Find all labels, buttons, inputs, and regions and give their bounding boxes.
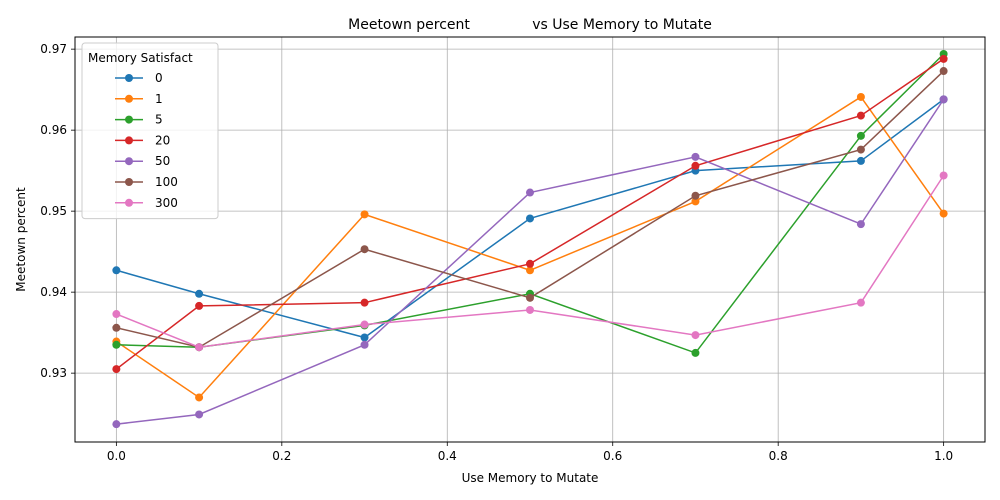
data-point — [360, 245, 369, 254]
x-tick-label: 0.6 — [603, 449, 622, 463]
data-point — [112, 365, 121, 374]
data-point — [195, 410, 204, 419]
data-point — [856, 145, 865, 154]
data-point — [856, 131, 865, 140]
data-point — [526, 266, 534, 275]
data-point — [195, 393, 204, 402]
data-point — [526, 305, 534, 314]
data-point — [360, 320, 369, 329]
x-tick-label: 1.0 — [934, 449, 953, 463]
data-point — [360, 340, 369, 349]
y-tick-label: 0.94 — [40, 285, 67, 299]
legend-entry: 20 — [115, 133, 170, 147]
x-tick-label: 0.8 — [769, 449, 788, 463]
series-line — [115, 95, 945, 399]
x-tick-label: 0.0 — [107, 449, 126, 463]
legend-label: 1 — [155, 92, 163, 106]
legend-marker — [125, 178, 133, 186]
legend-entry: 50 — [115, 154, 170, 168]
data-point — [939, 67, 948, 76]
y-tick-label: 0.95 — [40, 204, 67, 218]
data-point — [195, 343, 204, 352]
data-point — [526, 214, 534, 223]
series-50 — [112, 95, 948, 429]
data-point — [112, 310, 121, 319]
data-point — [360, 298, 369, 307]
legend-entry: 0 — [115, 71, 163, 85]
data-point — [939, 171, 948, 180]
legend-marker — [125, 136, 133, 145]
data-point — [691, 331, 700, 340]
y-tick-label: 0.96 — [40, 123, 67, 137]
series-1 — [112, 92, 948, 402]
legend-marker — [125, 94, 133, 103]
data-point — [360, 333, 369, 342]
data-point — [112, 266, 121, 275]
data-point — [939, 209, 948, 218]
y-tick-label: 0.93 — [40, 366, 67, 380]
data-point — [112, 340, 121, 349]
data-point — [691, 161, 700, 170]
legend-label: 0 — [155, 71, 163, 85]
axis-ticks: 0.0 0.2 0.4 0.6 0.8 1.0 0.93 0.94 0.95 0.96 0.97 — [40, 42, 953, 463]
data-point — [856, 220, 865, 229]
data-point — [939, 54, 948, 63]
series-group — [112, 50, 948, 429]
y-axis-label: Meetown percent — [14, 187, 28, 292]
legend-marker — [125, 115, 133, 124]
data-point — [856, 111, 865, 120]
legend-marker — [125, 74, 133, 82]
data-point — [195, 301, 204, 310]
data-point — [691, 348, 700, 357]
legend-label: 50 — [155, 154, 170, 168]
legend: Memory Satisfact 0 1 5 20 50 100 300 — [81, 42, 219, 220]
legend-box — [81, 42, 219, 220]
plot-frame — [74, 36, 986, 443]
legend-label: 5 — [155, 113, 163, 127]
x-tick-label: 0.2 — [272, 449, 291, 463]
data-point — [856, 156, 865, 165]
legend-entry: 300 — [115, 196, 178, 210]
legend-marker — [125, 157, 133, 166]
legend-label: 20 — [155, 133, 170, 147]
data-point — [691, 152, 700, 161]
legend-entry: 5 — [115, 113, 163, 127]
data-point — [112, 420, 121, 429]
data-point — [939, 95, 948, 104]
grid — [75, 37, 985, 442]
y-tick-label: 0.97 — [40, 42, 67, 56]
data-point — [526, 259, 534, 268]
data-point — [691, 197, 700, 206]
data-point — [856, 298, 865, 307]
x-axis-label: Use Memory to Mutate — [462, 471, 599, 485]
data-point — [856, 92, 865, 101]
legend-entry: 1 — [115, 92, 163, 106]
legend-label: 100 — [155, 175, 178, 189]
legend-label: 300 — [155, 196, 178, 210]
legend-entry: 100 — [115, 175, 178, 189]
data-point — [195, 289, 204, 298]
data-point — [526, 188, 534, 197]
legend-marker — [125, 198, 133, 207]
data-point — [112, 323, 121, 332]
chart-title: Meetown percent vs Use Memory to Mutate — [348, 17, 712, 33]
series-20 — [112, 54, 948, 374]
data-point — [691, 191, 700, 200]
data-point — [526, 293, 534, 302]
legend-title: Memory Satisfact — [88, 51, 193, 65]
x-tick-label: 0.4 — [438, 449, 457, 463]
series-300 — [112, 171, 948, 352]
data-point — [360, 210, 369, 219]
